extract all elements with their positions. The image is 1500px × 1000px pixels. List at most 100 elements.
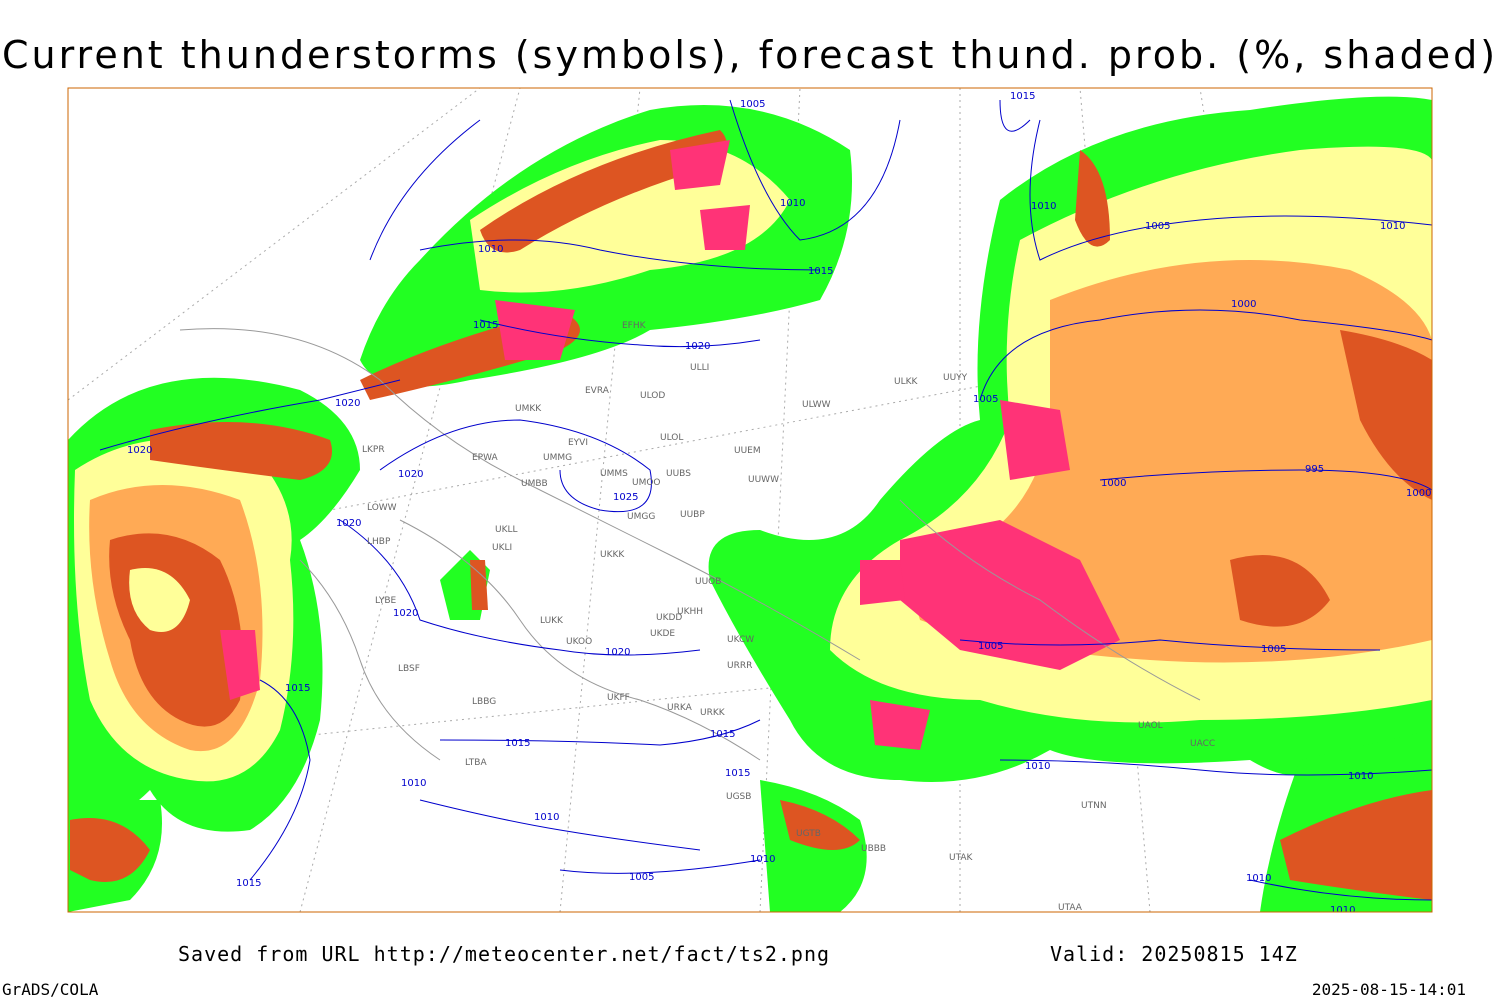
shading-east <box>708 96 1432 912</box>
station: UUOB <box>695 577 721 587</box>
isobar-label: 1020 <box>685 341 710 352</box>
shading-west <box>68 377 360 912</box>
isobar-label: 1010 <box>1348 771 1373 782</box>
station: LBBG <box>472 697 496 707</box>
station: EYVI <box>568 438 588 448</box>
isobar-label: 1010 <box>750 854 775 865</box>
station: LOWW <box>367 503 397 513</box>
software: GrADS/COLA <box>2 980 99 999</box>
station: EPWA <box>472 453 499 463</box>
station: UUWW <box>748 475 779 485</box>
station: LYBE <box>375 596 396 606</box>
station: UTAA <box>1058 903 1083 913</box>
station: UKHH <box>677 607 703 617</box>
isobar-label: 995 <box>1305 464 1324 475</box>
shading-north <box>360 105 852 620</box>
station: UKOO <box>566 637 592 647</box>
station: UUBP <box>680 510 705 520</box>
station: UUEM <box>734 446 761 456</box>
isobar-label: 1020 <box>605 647 630 658</box>
map-frame <box>67 87 1433 913</box>
station: UKDD <box>656 613 682 623</box>
station: UMGG <box>627 512 655 522</box>
station: LKPR <box>362 445 385 455</box>
station: UKKK <box>600 550 625 560</box>
isobar-label: 1010 <box>478 244 503 255</box>
station: LUKK <box>540 616 564 626</box>
isobar-label: 1010 <box>1246 873 1271 884</box>
title: Current thunderstorms (symbols), forecas… <box>2 33 1498 77</box>
isobar-label: 1005 <box>973 394 998 405</box>
station: ULOL <box>660 433 683 443</box>
isobar-label: 1010 <box>1380 221 1405 232</box>
isobar-label: 1005 <box>629 872 654 883</box>
station: EVRA <box>585 386 610 396</box>
station: UMKK <box>515 404 542 414</box>
station: ULWW <box>802 400 831 410</box>
isobar-label: 1020 <box>393 608 418 619</box>
graticule <box>68 88 1432 912</box>
station: URKK <box>700 708 726 718</box>
station: UAOL <box>1138 721 1163 731</box>
isobar-label: 1000 <box>1406 488 1431 499</box>
isobar-label: 1005 <box>740 99 765 110</box>
isobars <box>99 99 1432 901</box>
isobar-label: 1020 <box>398 469 423 480</box>
station: UKLL <box>495 525 518 535</box>
isobar-label: 1010 <box>401 778 426 789</box>
isobar-label: 1010 <box>1031 201 1056 212</box>
station: UKFF <box>607 693 630 703</box>
isobar-label: 1010 <box>534 812 559 823</box>
isobar-label: 1005 <box>1145 221 1170 232</box>
station: LTBA <box>465 758 487 768</box>
isobar-label: 1015 <box>505 738 530 749</box>
map: 1005 1015 1010 1010 1015 1015 1020 1020 … <box>68 88 1432 916</box>
station: UKCW <box>727 635 754 645</box>
isobar-label: 1015 <box>473 320 498 331</box>
isobar-labels: 1005 1015 1010 1010 1015 1015 1020 1020 … <box>127 91 1431 916</box>
station: UMOO <box>632 478 661 488</box>
station: EFHK <box>622 321 647 331</box>
isobar-label: 1015 <box>1010 91 1035 102</box>
isobar-label: 1010 <box>780 198 805 209</box>
isobar-label: 1020 <box>336 518 361 529</box>
isobar-label: 1000 <box>1231 299 1256 310</box>
isobar-label: 1010 <box>1330 905 1355 916</box>
borders <box>179 328 1201 761</box>
station: UACC <box>1190 739 1215 749</box>
isobar-label: 1025 <box>613 492 638 503</box>
isobar-label: 1005 <box>1261 644 1286 655</box>
station: ULKK <box>894 377 919 387</box>
isobar-label: 1020 <box>127 445 152 456</box>
station: URRR <box>727 661 752 671</box>
station: UMMS <box>600 469 628 479</box>
station-labels: EFHK ULLI ULOL ULOD EVRA UMKK EYVI UMMG … <box>362 321 1215 913</box>
station: UUYY <box>943 373 968 383</box>
station: UTAK <box>949 853 974 863</box>
isobar-label: 1015 <box>808 266 833 277</box>
station: UGSB <box>726 792 751 802</box>
station: UTNN <box>1081 801 1107 811</box>
isobar-label: 1020 <box>335 398 360 409</box>
valid-time: Valid: 20250815 14Z <box>1050 942 1298 966</box>
station: URKA <box>667 703 693 713</box>
isobar-label: 1010 <box>1025 761 1050 772</box>
station: UBBB <box>861 844 886 854</box>
station: ULLI <box>690 363 709 373</box>
isobar-label: 1015 <box>236 878 261 889</box>
station: LHBP <box>367 537 391 547</box>
isobar-label: 1015 <box>725 768 750 779</box>
station: LBSF <box>398 664 420 674</box>
station: UMBB <box>521 479 548 489</box>
station: UKDE <box>650 629 675 639</box>
station: UMMG <box>543 453 572 463</box>
station: UUBS <box>666 469 691 479</box>
isobar-label: 1015 <box>710 729 735 740</box>
timestamp: 2025-08-15-14:01 <box>1312 980 1466 999</box>
station: ULOD <box>640 391 665 401</box>
station: UGTB <box>796 829 821 839</box>
isobar-label: 1005 <box>978 641 1003 652</box>
source-url: Saved from URL http://meteocenter.net/fa… <box>178 942 830 966</box>
